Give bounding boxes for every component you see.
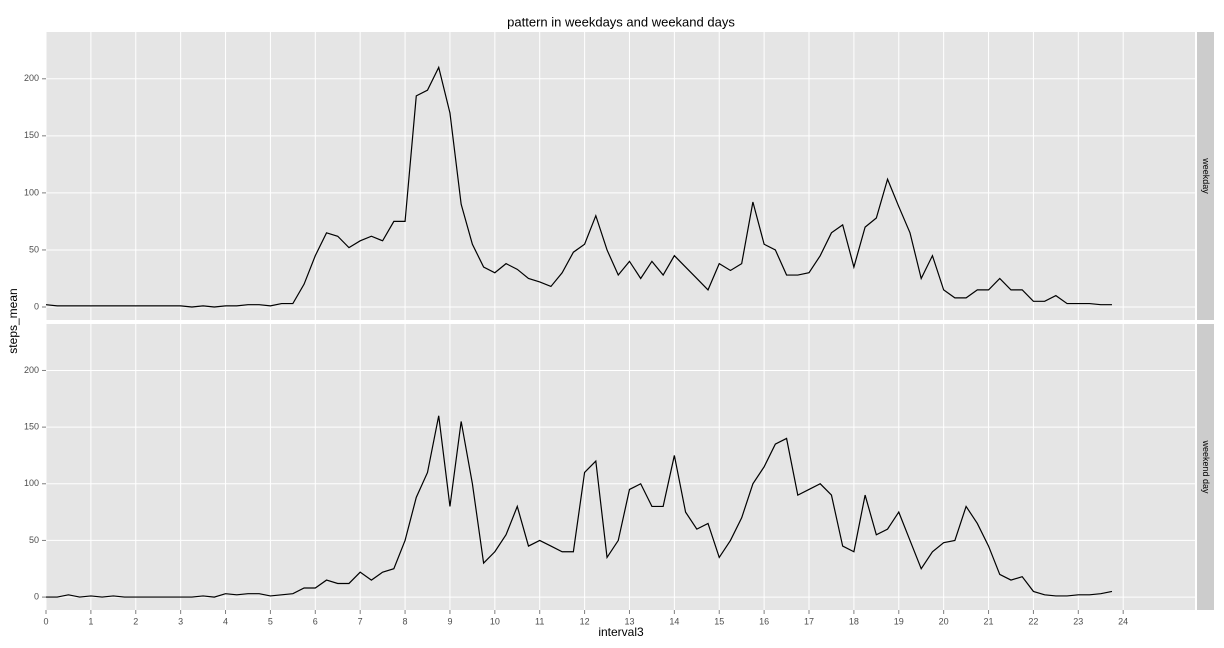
y-tick-label: 150 [24, 421, 39, 431]
x-tick-label: 3 [178, 616, 183, 626]
panel-background [46, 32, 1195, 320]
y-tick-label: 50 [29, 244, 39, 254]
x-tick-label: 23 [1073, 616, 1083, 626]
x-tick-label: 4 [223, 616, 228, 626]
x-tick-label: 10 [490, 616, 500, 626]
x-tick-label: 22 [1028, 616, 1038, 626]
y-tick-label: 150 [24, 130, 39, 140]
x-tick-label: 0 [43, 616, 48, 626]
chart-title: pattern in weekdays and weekand days [507, 14, 735, 29]
x-tick-label: 18 [849, 616, 859, 626]
strip-background [1197, 324, 1214, 610]
x-tick-label: 20 [939, 616, 949, 626]
x-tick-label: 14 [669, 616, 679, 626]
data-line [46, 415, 1113, 598]
x-tick-label: 8 [403, 616, 408, 626]
data-line [45, 65, 1112, 308]
x-tick-label: 1 [88, 616, 93, 626]
x-tick-label: 17 [804, 616, 814, 626]
x-tick-label: 7 [358, 616, 363, 626]
strip-background [1197, 32, 1214, 320]
y-tick-label: 100 [24, 478, 39, 488]
x-tick-label: 24 [1118, 616, 1128, 626]
x-tick-label: 15 [714, 616, 724, 626]
x-tick-label: 16 [759, 616, 769, 626]
y-axis-label: steps_mean [6, 288, 20, 353]
y-tick-label: 0 [34, 301, 39, 311]
x-tick-label: 21 [984, 616, 994, 626]
y-tick-label: 200 [24, 365, 39, 375]
x-tick-label: 12 [580, 616, 590, 626]
x-tick-label: 5 [268, 616, 273, 626]
x-tick-label: 13 [624, 616, 634, 626]
y-tick-label: 100 [24, 187, 39, 197]
y-tick-label: 50 [29, 535, 39, 545]
x-tick-label: 2 [133, 616, 138, 626]
x-tick-label: 11 [535, 616, 544, 626]
y-tick-label: 0 [34, 591, 39, 601]
strip-label: weekday [1201, 157, 1211, 194]
x-tick-label: 6 [313, 616, 318, 626]
y-tick-label: 200 [24, 73, 39, 83]
x-axis-label: interval3 [598, 625, 644, 639]
x-tick-label: 19 [894, 616, 904, 626]
strip-label: weekend day [1201, 439, 1211, 494]
panel-background [46, 324, 1195, 610]
x-tick-label: 9 [447, 616, 452, 626]
